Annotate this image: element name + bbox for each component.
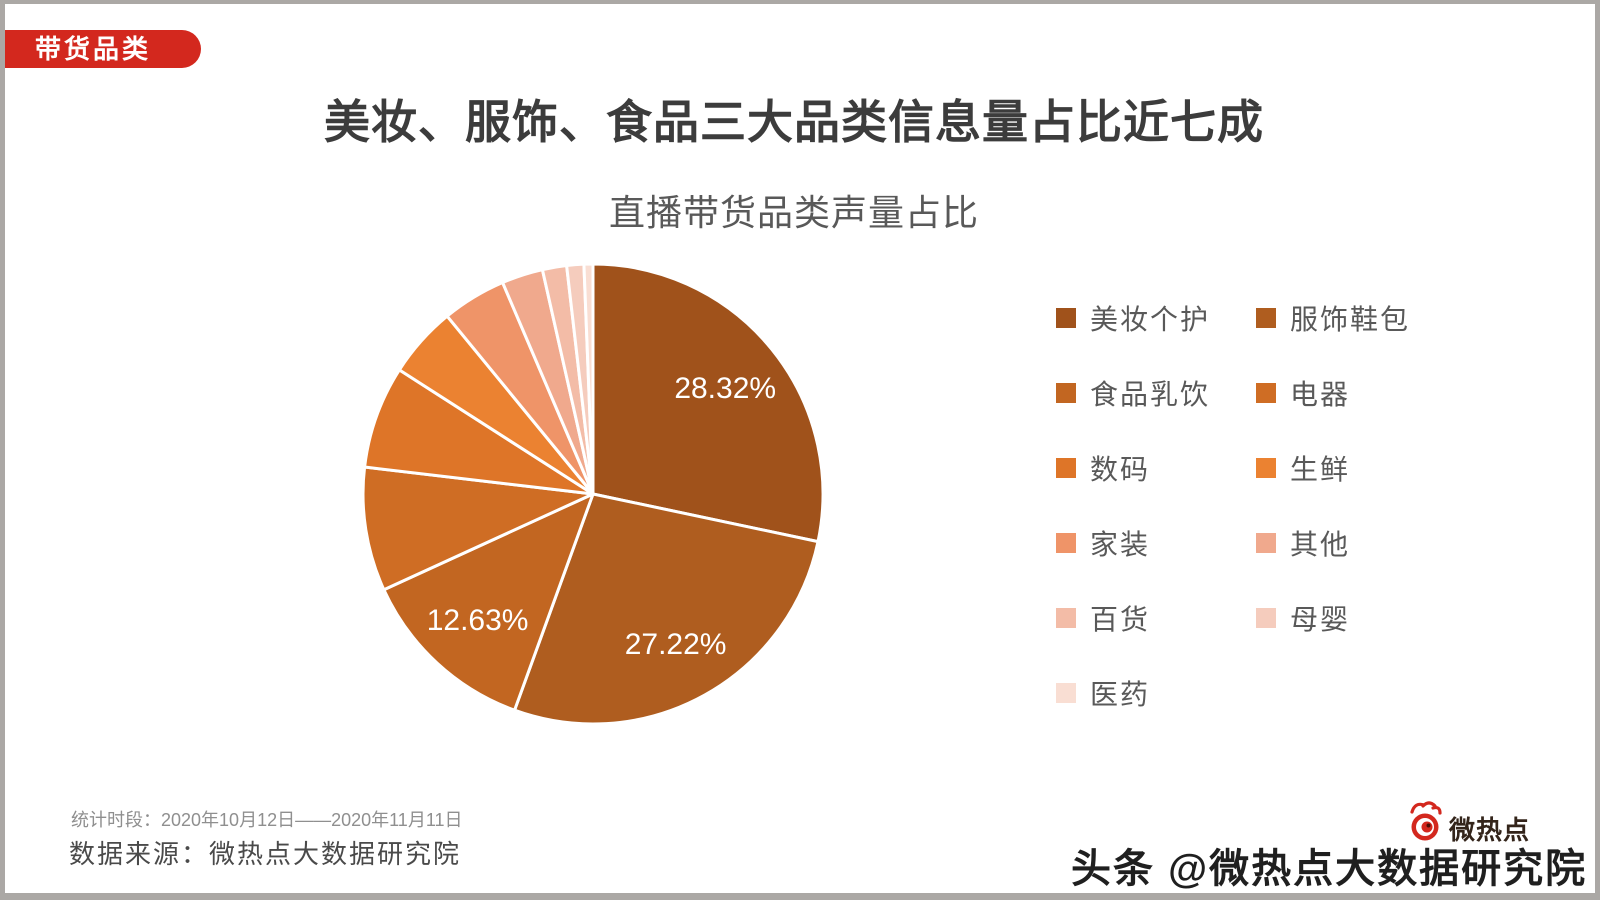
legend-label: 家装: [1090, 529, 1151, 560]
legend-swatch-icon: [1256, 383, 1276, 403]
legend-swatch-icon: [1056, 458, 1076, 478]
legend-label: 百货: [1090, 604, 1151, 635]
legend-item-电器: 电器: [1256, 379, 1410, 410]
legend-item-美妆个护: 美妆个护: [1056, 304, 1256, 335]
stat-period-text: 统计时段：2020年10月12日——2020年11月11日: [71, 810, 463, 830]
legend-label: 服饰鞋包: [1290, 304, 1411, 335]
legend-swatch-icon: [1056, 608, 1076, 628]
pie-slice-食品乳饮: [382, 492, 595, 712]
legend-label: 医药: [1090, 679, 1151, 710]
pie-slice-label: 27.22%: [625, 628, 727, 661]
pie-slice-服饰鞋包: [513, 492, 820, 726]
legend-swatch-icon: [1056, 533, 1076, 553]
legend-swatch-icon: [1256, 458, 1276, 478]
section-badge: 带货品类: [5, 30, 201, 68]
logo-text: 微热点: [1449, 815, 1531, 845]
data-source-text: 数据来源：微热点大数据研究院: [69, 839, 462, 869]
page-title: 美妆、服饰、食品三大品类信息量占比近七成: [324, 96, 1264, 148]
legend-swatch-icon: [1256, 308, 1276, 328]
legend-swatch-icon: [1056, 383, 1076, 403]
legend-item-食品乳饮: 食品乳饮: [1056, 379, 1256, 410]
legend-item-百货: 百货: [1056, 604, 1256, 635]
weihotspot-logo: 微热点: [1403, 796, 1530, 847]
watermark-handle: 头条 @微热点大数据研究院: [1071, 847, 1588, 891]
legend-item-其他: 其他: [1256, 529, 1410, 560]
legend-swatch-icon: [1256, 608, 1276, 628]
legend-swatch-icon: [1256, 533, 1276, 553]
chart-legend: 美妆个护 服饰鞋包食品乳饮 电器数码 生鲜家装 其他百货 母婴医药: [1056, 304, 1410, 710]
pie-slice-医药: [582, 262, 595, 496]
legend-item-服饰鞋包: 服饰鞋包: [1256, 304, 1410, 335]
legend-item-家装: 家装: [1056, 529, 1256, 560]
legend-label: 母婴: [1290, 604, 1351, 635]
legend-item-数码: 数码: [1056, 454, 1256, 485]
pie-slice-美妆个护: [591, 262, 825, 544]
pie-slice-电器: [361, 465, 595, 592]
pie-chart: 28.32% 27.22% 12.63%: [358, 259, 828, 729]
legend-label: 电器: [1290, 379, 1351, 410]
pie-slice-数码: [363, 368, 595, 496]
legend-item-母婴: 母婴: [1256, 604, 1410, 635]
legend-swatch-icon: [1056, 308, 1076, 328]
legend-label: 食品乳饮: [1090, 379, 1211, 410]
pie-slice-label: 12.63%: [427, 604, 529, 637]
legend-item-生鲜: 生鲜: [1256, 454, 1410, 485]
pie-chart-svg: 28.32% 27.22% 12.63%: [361, 262, 825, 726]
legend-item-医药: 医药: [1056, 679, 1256, 710]
legend-swatch-icon: [1056, 683, 1076, 703]
legend-label: 其他: [1290, 529, 1351, 560]
legend-label: 美妆个护: [1090, 304, 1211, 335]
chart-title: 直播带货品类声量占比: [608, 192, 979, 233]
legend-label: 数码: [1090, 454, 1151, 485]
pie-slice-label: 28.32%: [674, 372, 776, 405]
weibo-eye-icon: [1410, 800, 1442, 840]
legend-label: 生鲜: [1290, 454, 1351, 485]
